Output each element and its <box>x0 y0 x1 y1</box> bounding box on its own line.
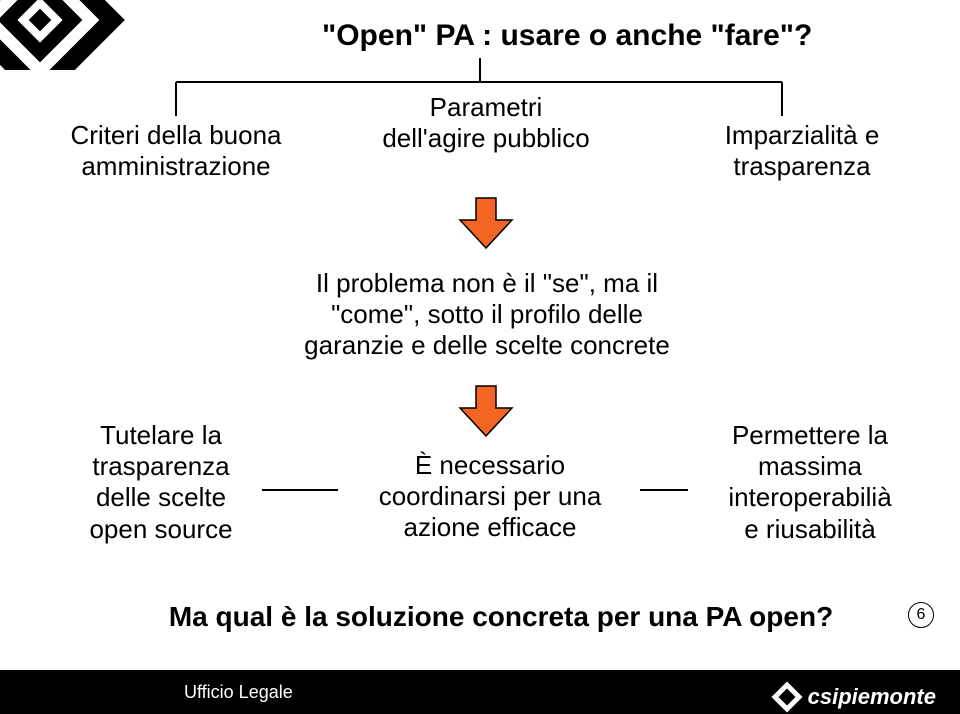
footer-logo: csipiemonte <box>776 684 936 710</box>
node-top-left: Criteri della buona amministrazione <box>46 120 306 182</box>
footer-logo-text: csipiemonte <box>808 684 936 710</box>
node-mid-center: Il problema non è il "se", ma il "come",… <box>272 268 702 362</box>
arrow-down-1 <box>456 194 516 252</box>
page-number: 6 <box>908 602 934 628</box>
node-bot-right: Permettere la massima interoperabilià e … <box>690 420 930 545</box>
slide: "Open" PA : usare o anche "fare"? Criter… <box>0 0 960 714</box>
footer-text: Ufficio Legale <box>184 682 293 703</box>
footer-bar: Ufficio Legale csipiemonte <box>0 670 960 714</box>
corner-decoration <box>0 0 180 70</box>
arrow-down-2 <box>456 382 516 440</box>
node-top-right: Imparzialità e trasparenza <box>672 120 932 182</box>
logo-diamond-icon <box>771 681 802 712</box>
node-bot-left: Tutelare la trasparenza delle scelte ope… <box>56 420 266 545</box>
bottom-question: Ma qual è la soluzione concreta per una … <box>136 600 866 634</box>
node-top-center: Parametri dell'agire pubblico <box>346 92 626 154</box>
node-bot-center: È necessario coordinarsi per una azione … <box>340 450 640 544</box>
page-title: "Open" PA : usare o anche "fare"? <box>322 18 922 54</box>
